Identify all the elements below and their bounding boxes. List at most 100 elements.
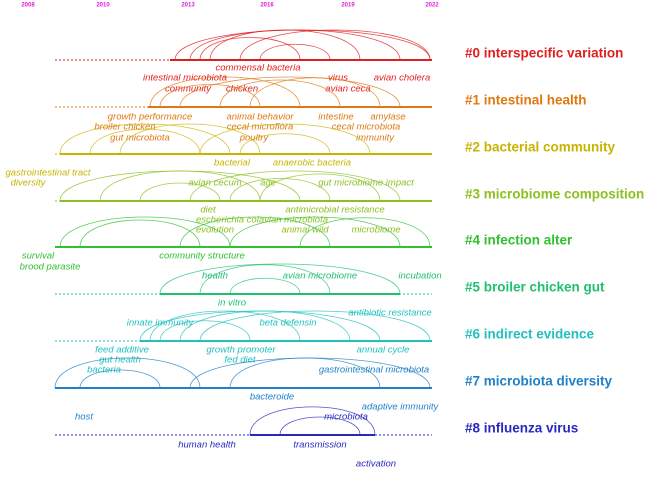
keyword: avian cholera: [374, 73, 431, 84]
keyword: survival: [22, 251, 55, 262]
link-arc: [279, 416, 361, 436]
link-arc: [79, 219, 201, 248]
year-label: 2019: [341, 3, 355, 9]
cluster-label: #4 infection alter: [465, 233, 573, 248]
link-arc: [259, 173, 381, 202]
keyword: gut microbiome impact: [318, 178, 414, 189]
cluster-label: #0 interspecific variation: [465, 46, 623, 61]
keyword: annual cycle: [357, 345, 410, 356]
link-arc: [229, 178, 331, 202]
link-arc: [189, 29, 401, 61]
keyword: amylase: [370, 112, 405, 123]
cluster-label: #8 influenza virus: [465, 421, 578, 436]
keyword: gastrointestinal microbiota: [319, 365, 429, 376]
keyword: gut health: [99, 355, 141, 366]
cluster-label: #3 microbiome composition: [465, 187, 644, 202]
link-arc: [239, 133, 331, 155]
keyword: fed diet: [224, 355, 256, 366]
link-arc: [89, 128, 201, 155]
link-arc: [119, 123, 261, 155]
keyword: avian microbiome: [283, 271, 357, 282]
keyword: community structure: [159, 251, 245, 262]
keyword: commensal bacteria: [215, 63, 300, 74]
link-arc: [199, 310, 431, 342]
link-arc: [159, 263, 401, 295]
keyword: anaerobic bacteria: [273, 158, 351, 169]
keyword: bacteroide: [250, 392, 294, 403]
link-arc: [199, 123, 371, 155]
link-arc: [239, 29, 431, 61]
link-arc: [249, 77, 381, 108]
keyword: in vitro: [218, 298, 246, 309]
keyword: innate immunity: [127, 318, 195, 329]
year-label: 2013: [181, 3, 195, 9]
keyword: avian cecum: [188, 178, 241, 189]
year-label: 2010: [96, 3, 110, 9]
keyword: cecal microbiota: [332, 122, 401, 133]
link-arc: [259, 43, 331, 61]
keyword: brood parasite: [20, 262, 81, 273]
keyword: antibiotic resistance: [348, 308, 431, 319]
year-label: 2016: [260, 3, 274, 9]
link-arc: [229, 277, 301, 295]
link-arc: [149, 76, 301, 108]
keyword: antimicrobial resistance: [285, 205, 384, 216]
link-arc: [189, 170, 401, 202]
link-arc: [179, 310, 351, 342]
keyword: health: [202, 271, 228, 282]
link-arc: [159, 320, 251, 342]
keyword: intestine: [318, 112, 353, 123]
cluster-label: #5 broiler chicken gut: [465, 280, 605, 295]
keyword: poultry: [239, 133, 270, 144]
keyword: intestinal microbiota: [143, 73, 227, 84]
link-arc: [79, 369, 161, 389]
link-arc: [149, 310, 301, 342]
keyword: community: [165, 84, 212, 95]
keyword: animal behavior: [226, 112, 294, 123]
link-arc: [199, 37, 301, 61]
keyword: animal wild: [282, 225, 330, 236]
keyword: avian ceca: [325, 84, 370, 95]
keyword: age: [260, 178, 276, 189]
link-arc: [59, 216, 231, 248]
keyword: activation: [356, 459, 396, 470]
cluster-label: #1 intestinal health: [465, 93, 587, 108]
link-arc: [179, 76, 401, 108]
keyword: microbiome: [351, 225, 400, 236]
keyword: escherichia colavian microbiota: [196, 215, 328, 226]
keyword: growth promoter: [206, 345, 276, 356]
keyword: transmission: [293, 440, 346, 451]
link-arc: [199, 264, 331, 295]
link-arc: [174, 29, 431, 61]
keyword: beta defensin: [259, 318, 316, 329]
year-label: 2008: [21, 3, 35, 9]
keyword: feed additive: [95, 345, 149, 356]
keyword: human health: [178, 440, 236, 451]
keyword: growth performance: [108, 112, 192, 123]
link-arc: [54, 357, 201, 389]
keyword: adaptive immunity: [362, 402, 440, 413]
cluster-label: #7 microbiota diversity: [465, 374, 613, 389]
keyword: diet: [200, 205, 216, 216]
keyword: gut microbiota: [110, 133, 170, 144]
keyword: broiler chicken: [94, 122, 155, 133]
link-arc: [209, 29, 361, 61]
keyword: gastrointestinal tract: [5, 168, 90, 179]
keyword: incubation: [398, 271, 441, 282]
cluster-label: #6 indirect evidence: [465, 327, 595, 342]
keyword: bacteria: [87, 365, 121, 376]
keyword: immunity: [356, 133, 395, 144]
link-arc: [249, 406, 376, 436]
keyword: cecal microflora: [227, 122, 294, 133]
link-arc: [139, 182, 221, 202]
link-arc: [229, 216, 401, 248]
link-arc: [99, 170, 261, 202]
link-arc: [219, 79, 341, 108]
cluster-label: #2 bacterial community: [465, 140, 616, 155]
link-arc: [229, 357, 381, 389]
link-arc: [179, 216, 331, 248]
keyword: host: [75, 412, 93, 423]
keyword: bacterial: [214, 158, 251, 169]
link-arc: [59, 123, 231, 155]
